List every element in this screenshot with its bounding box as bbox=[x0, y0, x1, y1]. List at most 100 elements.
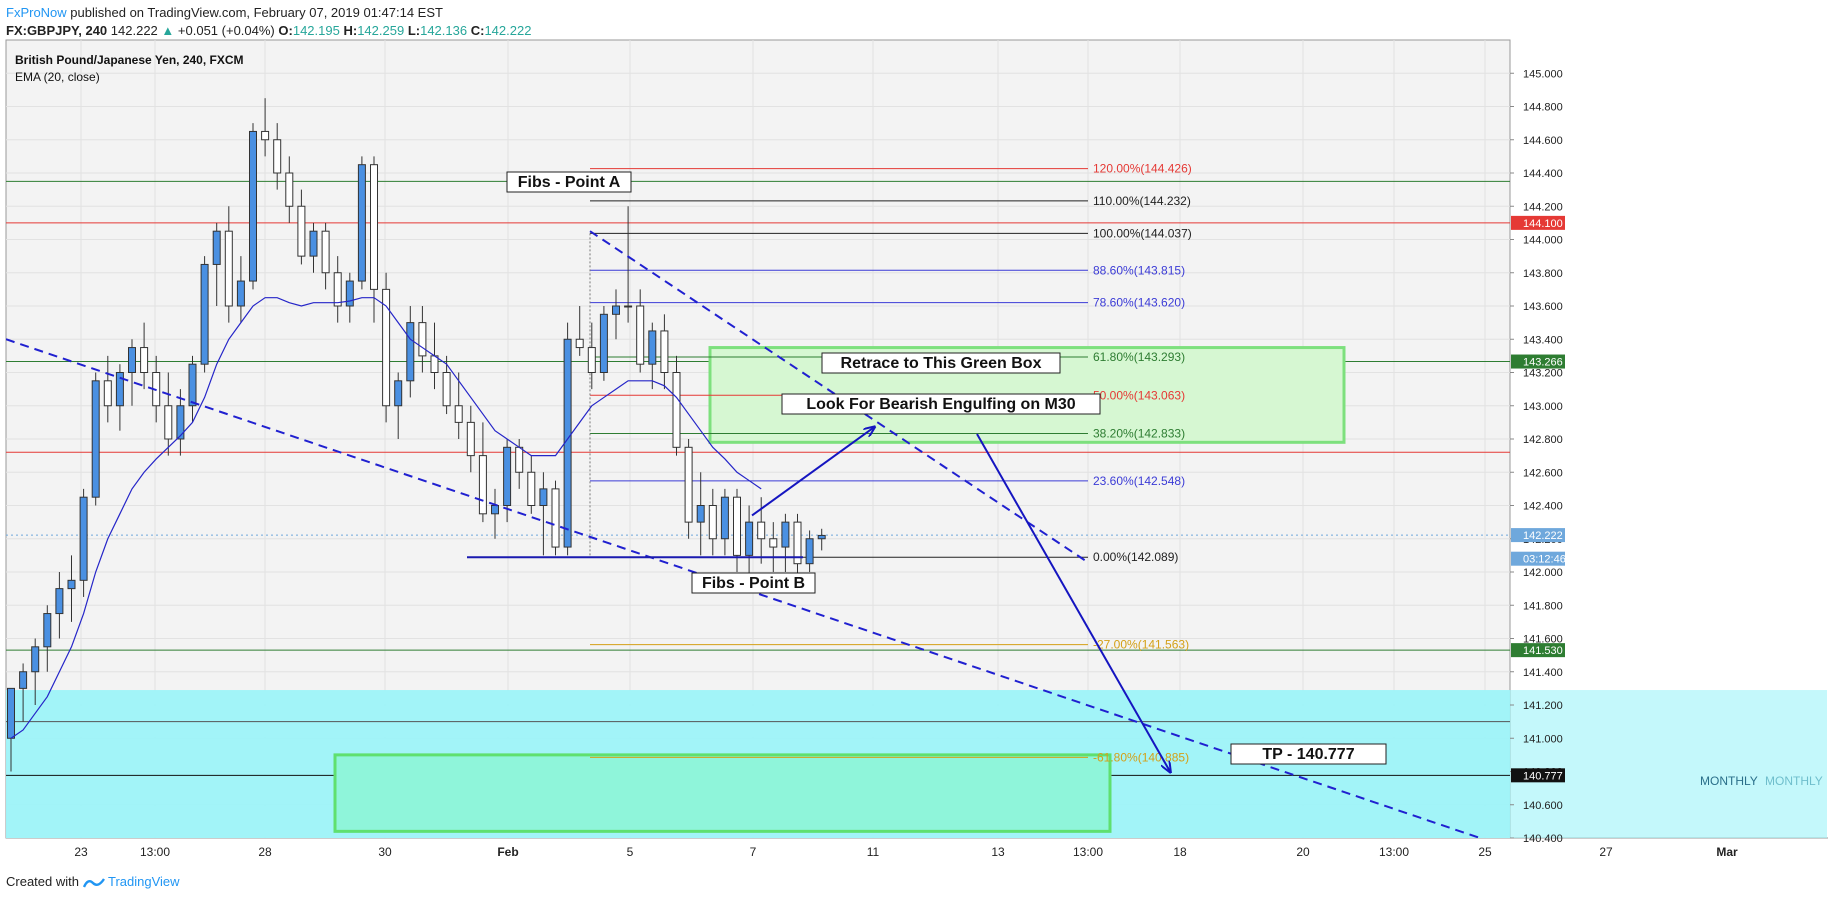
created-with-text: Created with bbox=[6, 874, 79, 889]
price-badge bbox=[1511, 643, 1565, 658]
candle-body bbox=[31, 646, 40, 673]
price-badge-label: 03:12:46 bbox=[1523, 554, 1566, 566]
candle-body bbox=[285, 172, 294, 207]
candle-body bbox=[527, 471, 536, 506]
candle-body bbox=[7, 687, 15, 739]
candle-body bbox=[793, 521, 802, 565]
price-badge bbox=[1511, 551, 1565, 566]
monthly-label-text: MONTHLY bbox=[1700, 774, 1758, 788]
y-tick-label: 142.800 bbox=[1523, 434, 1563, 446]
chart-canvas[interactable]: 120.00%(144.426) 110.00%(144.232) 100.00%(… bbox=[0, 0, 1828, 870]
candle-body bbox=[612, 305, 620, 315]
candle-body bbox=[200, 263, 209, 365]
tp-label-box bbox=[1230, 743, 1387, 765]
open-value: 142.195 bbox=[292, 23, 340, 38]
candle-body bbox=[672, 372, 681, 448]
y-tick-label: 143.400 bbox=[1523, 334, 1563, 346]
up-arrow-icon: ▲ bbox=[161, 23, 175, 38]
x-tick-label: 25 bbox=[1478, 845, 1492, 859]
tp-label: TP - 140.777 bbox=[1262, 746, 1354, 763]
candle-body bbox=[515, 446, 524, 473]
price-badge-label: 142.222 bbox=[1523, 530, 1563, 542]
candle-body bbox=[781, 521, 790, 548]
y-tick-label: 144.600 bbox=[1523, 135, 1563, 147]
candle-body bbox=[91, 380, 100, 498]
candle-body bbox=[394, 380, 403, 407]
plot-group: 120.00%(144.426) 110.00%(144.232) 100.00%(… bbox=[6, 40, 1510, 838]
y-tick-label: 144.200 bbox=[1523, 201, 1563, 213]
symbol-label: FX:GBPJPY, 240 bbox=[6, 23, 108, 38]
x-tick-label: 13:00 bbox=[1379, 845, 1409, 859]
y-tick-label: 141.800 bbox=[1523, 600, 1563, 612]
candle-body bbox=[79, 496, 88, 581]
candle-body bbox=[212, 230, 221, 265]
fib-level-label: 120.00%(144.426) bbox=[1093, 162, 1192, 176]
y-tick-label: 144.400 bbox=[1523, 168, 1563, 180]
x-tick-label: 7 bbox=[750, 845, 757, 859]
fib-level-label: 0.00%(142.089) bbox=[1093, 550, 1178, 564]
point-a-label: Fibs - Point A bbox=[518, 174, 621, 191]
y-tick-label: 142.400 bbox=[1523, 501, 1563, 513]
last-price: 142.222 bbox=[110, 23, 158, 38]
x-tick-label: 5 bbox=[627, 845, 634, 859]
y-tick-label: 142.000 bbox=[1523, 567, 1563, 579]
price-badge-label: 140.777 bbox=[1523, 770, 1563, 782]
candle-body bbox=[249, 130, 257, 282]
high-value: 142.259 bbox=[357, 23, 405, 38]
candle-body bbox=[745, 521, 754, 556]
author-link[interactable]: FxProNow bbox=[6, 5, 67, 20]
fib-level-label: 110.00%(144.232) bbox=[1093, 194, 1191, 208]
y-tick-label: 140.600 bbox=[1523, 800, 1563, 812]
candle-body bbox=[720, 496, 729, 540]
candle-body bbox=[418, 322, 427, 357]
y-tick-label: 140.400 bbox=[1523, 833, 1563, 845]
candle-body bbox=[236, 280, 245, 307]
candle-body bbox=[430, 355, 439, 373]
target-arrow bbox=[976, 433, 1170, 771]
fib-level-label: 100.00%(144.037) bbox=[1093, 226, 1192, 240]
candle-body bbox=[67, 579, 76, 590]
fib-level-label: -61.80%(140.885) bbox=[1093, 750, 1189, 764]
price-badge-label: 144.100 bbox=[1523, 218, 1563, 230]
y-tick-label: 141.400 bbox=[1523, 667, 1563, 679]
candle-body bbox=[140, 347, 149, 373]
candle-body bbox=[587, 347, 596, 373]
candle-body bbox=[345, 280, 354, 307]
y-tick-label: 141.000 bbox=[1523, 733, 1563, 745]
candle-body bbox=[115, 372, 124, 407]
fib-level-label: 78.60%(143.620) bbox=[1093, 296, 1185, 310]
high-label: H: bbox=[343, 23, 358, 38]
chart-header: FxProNow published on TradingView.com, F… bbox=[6, 4, 531, 40]
candle-body bbox=[261, 130, 270, 141]
candle-body bbox=[575, 338, 584, 349]
close-value: 142.222 bbox=[484, 23, 532, 38]
price-badge bbox=[1511, 768, 1565, 783]
candle-body bbox=[805, 538, 814, 565]
x-tick-label: 23 bbox=[74, 845, 88, 859]
price-badge bbox=[1511, 354, 1565, 369]
price-change: +0.051 (+0.04%) bbox=[177, 23, 275, 38]
x-tick-label: 27 bbox=[1599, 845, 1613, 859]
candle-body bbox=[454, 405, 463, 423]
retrace-label: Retrace to This Green Box bbox=[841, 355, 1042, 372]
footer: Created with TradingView bbox=[6, 874, 180, 890]
price-badge bbox=[1511, 528, 1565, 543]
candle-body bbox=[660, 330, 669, 373]
price-badge-label: 143.266 bbox=[1523, 357, 1563, 369]
y-tick-label: 144.800 bbox=[1523, 102, 1563, 114]
candle-body bbox=[478, 455, 487, 515]
fib-level-label: 23.60%(142.548) bbox=[1093, 474, 1185, 488]
tradingview-link[interactable]: TradingView bbox=[108, 874, 180, 889]
candle-body bbox=[297, 205, 306, 257]
candle-body bbox=[188, 363, 197, 407]
candle-body bbox=[19, 671, 28, 689]
candle-body bbox=[491, 505, 499, 515]
candle-body bbox=[539, 488, 548, 506]
x-tick-label: 20 bbox=[1296, 845, 1310, 859]
candle-body bbox=[769, 538, 778, 548]
fib-trendline bbox=[589, 230, 1086, 562]
low-label: L: bbox=[407, 23, 421, 38]
x-tick-label: 13 bbox=[991, 845, 1005, 859]
x-tick-label: 13:00 bbox=[1073, 845, 1103, 859]
x-tick-label: 18 bbox=[1173, 845, 1187, 859]
